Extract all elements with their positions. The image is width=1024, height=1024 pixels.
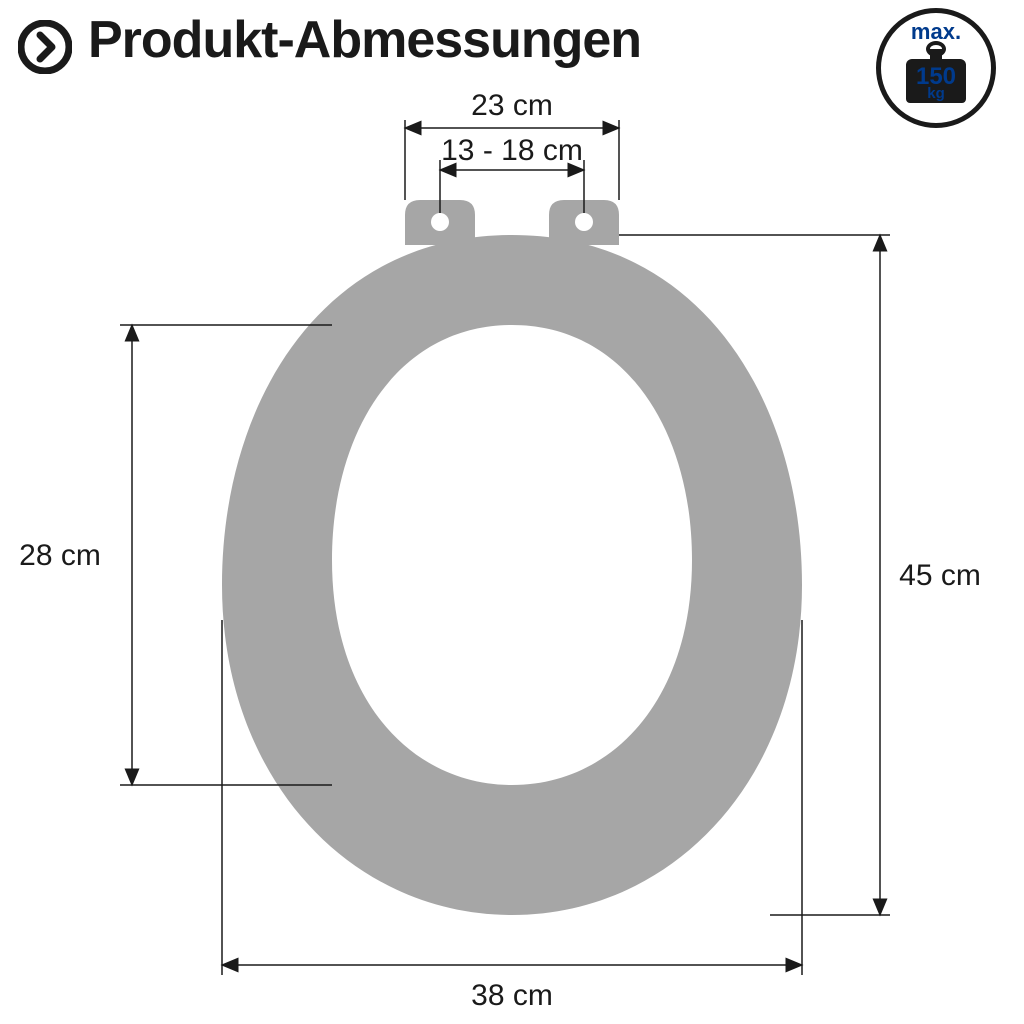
dim-outer-width: 38 cm (471, 979, 553, 1012)
dim-hinge-width: 23 cm (471, 89, 553, 122)
dim-hole-spacing: 13 - 18 cm (441, 134, 583, 167)
dim-outer-height: 45 cm (899, 559, 981, 592)
dimension-diagram: 23 cm 13 - 18 cm 28 cm 45 cm 38 cm (0, 0, 1024, 1024)
seat-shape (222, 200, 802, 915)
dim-inner-height: 28 cm (19, 539, 101, 572)
